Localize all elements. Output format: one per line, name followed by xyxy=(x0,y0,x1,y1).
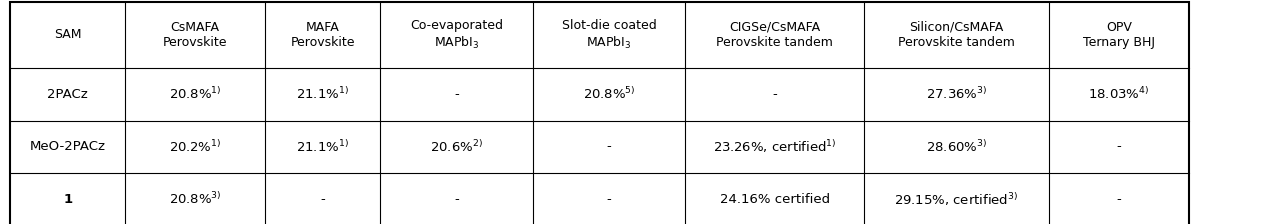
Text: 2PACz: 2PACz xyxy=(47,88,88,101)
Text: -: - xyxy=(320,193,326,206)
Text: -: - xyxy=(606,140,612,153)
Text: 24.16% certified: 24.16% certified xyxy=(719,193,829,206)
Text: -: - xyxy=(606,193,612,206)
Text: 21.1%$^{1)}$: 21.1%$^{1)}$ xyxy=(296,139,349,155)
Text: -: - xyxy=(772,88,777,101)
Text: MeO-2PACz: MeO-2PACz xyxy=(29,140,105,153)
Text: 18.03%$^{4)}$: 18.03%$^{4)}$ xyxy=(1088,86,1150,102)
Text: CIGSe/CsMAFA
Perovskite tandem: CIGSe/CsMAFA Perovskite tandem xyxy=(717,21,833,49)
Text: 29.15%, certified$^{3)}$: 29.15%, certified$^{3)}$ xyxy=(895,191,1018,208)
Text: SAM: SAM xyxy=(54,28,81,41)
Text: CsMAFA
Perovskite: CsMAFA Perovskite xyxy=(163,21,227,49)
Text: 20.8%$^{5)}$: 20.8%$^{5)}$ xyxy=(583,86,635,102)
Text: MAFA
Perovskite: MAFA Perovskite xyxy=(291,21,355,49)
Text: -: - xyxy=(454,193,459,206)
Text: 20.2%$^{1)}$: 20.2%$^{1)}$ xyxy=(169,139,222,155)
Text: 23.26%, certified$^{1)}$: 23.26%, certified$^{1)}$ xyxy=(713,138,836,155)
Text: Silicon/CsMAFA
Perovskite tandem: Silicon/CsMAFA Perovskite tandem xyxy=(897,21,1015,49)
Text: 20.8%$^{1)}$: 20.8%$^{1)}$ xyxy=(169,86,222,102)
Text: 21.1%$^{1)}$: 21.1%$^{1)}$ xyxy=(296,86,349,102)
Text: 20.8%$^{3)}$: 20.8%$^{3)}$ xyxy=(169,192,222,207)
Text: 27.36%$^{3)}$: 27.36%$^{3)}$ xyxy=(926,86,987,102)
Text: Slot-die coated
MAPbI$_3$: Slot-die coated MAPbI$_3$ xyxy=(562,19,656,51)
Text: 20.6%$^{2)}$: 20.6%$^{2)}$ xyxy=(429,139,483,155)
Text: -: - xyxy=(1117,193,1122,206)
Text: Co-evaporated
MAPbI$_3$: Co-evaporated MAPbI$_3$ xyxy=(410,19,503,51)
Text: 1: 1 xyxy=(63,193,72,206)
Text: 28.60%$^{3)}$: 28.60%$^{3)}$ xyxy=(926,139,987,155)
Text: -: - xyxy=(454,88,459,101)
Text: OPV
Ternary BHJ: OPV Ternary BHJ xyxy=(1083,21,1155,49)
Text: -: - xyxy=(1117,140,1122,153)
